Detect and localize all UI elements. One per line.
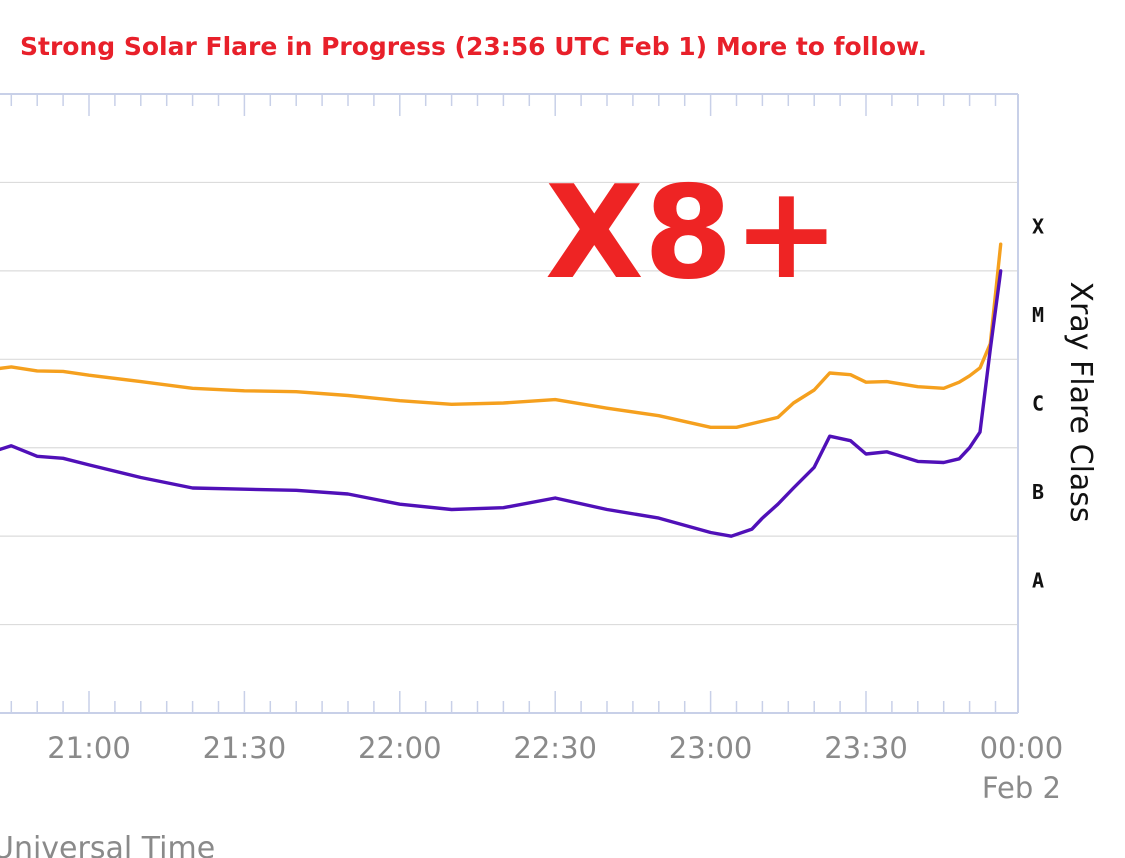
flare-class-label: B — [1032, 480, 1044, 504]
series-lines — [0, 242, 1003, 538]
x-tick-sublabel: Feb 2 — [982, 771, 1061, 805]
axes — [0, 93, 1019, 714]
x-tick-label: 22:30 — [513, 731, 597, 765]
y-axis-title: Xray Flare Class — [1063, 281, 1098, 522]
x-tick-label: 21:30 — [203, 731, 287, 765]
chart-headline: Strong Solar Flare in Progress (23:56 UT… — [20, 32, 928, 61]
flare-class-label: C — [1032, 392, 1044, 416]
grid-lines — [0, 93, 1018, 626]
series-line-short-wavelength — [0, 269, 1003, 538]
x-tick-label: 23:30 — [824, 731, 908, 765]
x-tick-label: 22:00 — [358, 731, 442, 765]
x-tick-label: 00:00 — [980, 731, 1064, 765]
x-axis-title: Universal Time — [0, 831, 215, 858]
x-tick-label: 21:00 — [47, 731, 131, 765]
x-tick-label: 23:00 — [669, 731, 753, 765]
flare-class-label: X — [1032, 215, 1044, 239]
flare-class-label: A — [1032, 568, 1044, 592]
axis-labels: 21:00 21:30 22:00 22:30 23:00 23:30 00:00 Feb 2… — [0, 215, 1098, 858]
flare-class-overlay: X8+ — [545, 159, 840, 308]
series-line-long-wavelength — [0, 242, 1003, 429]
flare-class-label: M — [1032, 303, 1044, 327]
